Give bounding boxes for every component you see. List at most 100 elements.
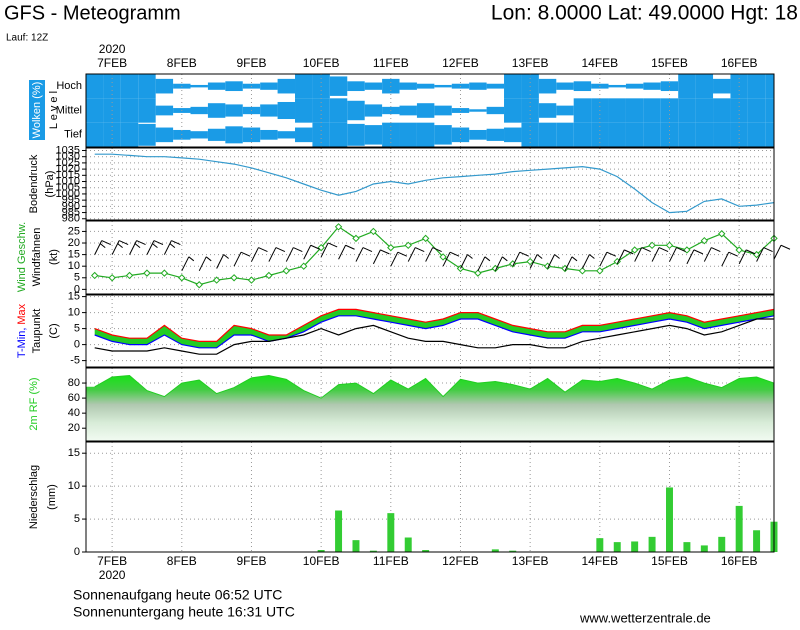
- wind-speed-label: Wind Geschw.: [16, 222, 28, 292]
- barb-stroke: [152, 243, 158, 248]
- y-tick-label: 1025: [56, 157, 80, 169]
- marker: [317, 243, 325, 252]
- cloud-cell: [190, 106, 208, 115]
- barb-stroke: [581, 254, 590, 269]
- cloud-cell: [138, 74, 156, 99]
- marker: [718, 230, 726, 238]
- wind-barb: [94, 240, 111, 255]
- cloud-cell: [643, 122, 661, 147]
- marker: [526, 257, 534, 266]
- marker: [247, 276, 256, 284]
- panel-border: [85, 73, 775, 148]
- barb-stroke: [780, 244, 791, 250]
- cloud-title: Wolken (%): [31, 82, 43, 139]
- run-time: Lauf: 12Z: [6, 33, 48, 44]
- cloud-cell: [155, 127, 174, 143]
- marker: [421, 234, 430, 243]
- y-tick-label: 15: [68, 291, 80, 303]
- barb-stroke: [345, 244, 355, 250]
- bar: [700, 545, 708, 552]
- barb-stroke: [390, 251, 399, 267]
- marker: [474, 269, 482, 277]
- y-tick-label: 1030: [56, 151, 80, 163]
- bar: [404, 537, 412, 552]
- barb-stroke: [494, 256, 503, 272]
- bar: [509, 550, 517, 552]
- barb-stroke: [711, 247, 721, 253]
- cloud-cell: [469, 82, 487, 90]
- cloud-cell: [573, 81, 592, 92]
- wind-barb: [547, 254, 560, 269]
- wind-barb: [111, 240, 129, 255]
- barb-stroke: [512, 251, 521, 267]
- x-tick-label: 13FEB: [512, 56, 549, 70]
- cloud-cell: [364, 125, 383, 145]
- bar: [718, 536, 726, 552]
- cloud-cell: [225, 81, 243, 92]
- cloud-cell: [329, 76, 348, 96]
- cloud-cell: [678, 74, 696, 99]
- wind-barb: [320, 242, 338, 258]
- temp-unit: (C): [48, 323, 60, 338]
- wind-barb: [703, 247, 721, 262]
- wind-barb: [425, 247, 442, 262]
- marker: [683, 246, 691, 254]
- x-tick-label: 9FEB: [236, 56, 266, 70]
- y-tick-label: 15: [68, 447, 80, 459]
- y-tick-label: 5: [74, 323, 80, 335]
- x-tick-label: 16FEB: [721, 554, 758, 568]
- cloud-cell: [625, 83, 644, 89]
- barb-stroke: [338, 245, 347, 260]
- cloud-cell: [765, 122, 774, 147]
- cloud-cell: [329, 122, 348, 147]
- wind-barb: [529, 254, 543, 269]
- barb-stroke: [415, 247, 425, 253]
- wind-barb: [372, 249, 390, 265]
- x-tick-label: 7FEB: [97, 56, 127, 70]
- pressure-unit: (hPa): [44, 171, 56, 198]
- barb-stroke: [146, 240, 155, 255]
- precip-label: Niederschlag: [28, 465, 40, 529]
- wind-barb: [407, 247, 425, 262]
- x-tick-label: 11FEB: [373, 56, 409, 70]
- marker: [143, 269, 151, 277]
- wind-barb: [163, 240, 181, 255]
- cloud-cell: [747, 98, 766, 123]
- y-tick-label: 990: [62, 200, 80, 212]
- cloud-cell: [608, 122, 626, 147]
- barb-stroke: [136, 240, 146, 246]
- cloud-cell: [364, 104, 383, 117]
- barb-stroke: [362, 247, 373, 253]
- barb-stroke: [101, 240, 111, 246]
- cloud-cell: [399, 105, 417, 116]
- barb-stroke: [372, 249, 381, 265]
- barb-stroke: [216, 254, 225, 269]
- cloud-cell: [260, 129, 278, 140]
- marker: [387, 243, 395, 252]
- barb-stroke: [153, 240, 164, 246]
- cloud-cell: [277, 131, 296, 139]
- panel-border: [85, 367, 775, 442]
- cloud-cell: [295, 74, 313, 99]
- cloud-cell: [190, 131, 208, 139]
- barb-stroke: [703, 247, 712, 262]
- y-tick-label: 995: [62, 194, 80, 206]
- barb-stroke: [442, 251, 451, 267]
- wind-barb: [669, 247, 686, 262]
- series-line: [94, 153, 775, 214]
- marker: [212, 276, 221, 284]
- barb-stroke: [616, 249, 625, 265]
- barb-stroke: [407, 247, 416, 262]
- cloud-label-bg: [29, 80, 45, 140]
- dewpoint-label: Taupunkt: [31, 309, 43, 354]
- wind-barb: [129, 240, 146, 255]
- barb-stroke: [589, 254, 595, 259]
- barb-stroke: [547, 254, 556, 269]
- x-tick-label: 8FEB: [167, 554, 197, 568]
- y-tick-label: 10: [68, 480, 80, 492]
- cloud-cell: [486, 128, 505, 141]
- cloud-cell: [434, 125, 452, 145]
- wind-barb-label: Windfahnen: [31, 228, 43, 287]
- cloud-cell: [625, 98, 644, 123]
- barb-stroke: [624, 249, 634, 255]
